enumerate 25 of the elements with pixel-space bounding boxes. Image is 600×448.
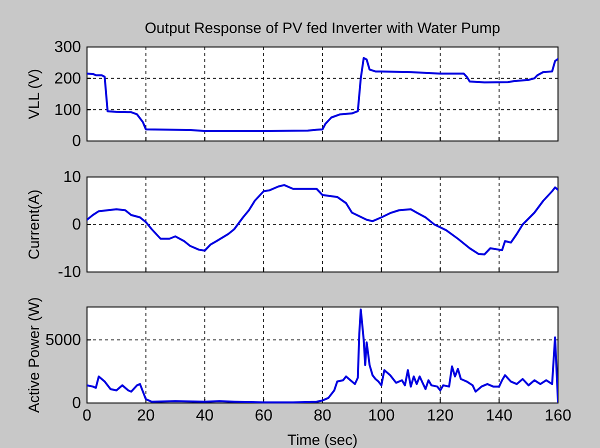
y-tick-label: 5000 xyxy=(45,332,82,349)
y-axis-title: Current(A) xyxy=(26,189,43,260)
x-tick-label: 120 xyxy=(426,407,454,424)
y-tick-label: -10 xyxy=(58,264,82,282)
line-series xyxy=(87,184,558,256)
x-tick-label: 60 xyxy=(254,407,273,424)
y-tick-label: 200 xyxy=(54,70,82,88)
x-tick-label: 80 xyxy=(314,407,332,424)
x-tick-label: 40 xyxy=(196,407,214,424)
y-tick-label: 100 xyxy=(54,102,82,119)
y-tick-label: 300 xyxy=(54,39,82,56)
x-tick-label: 140 xyxy=(486,407,513,424)
y-axis-title: Active Power (W) xyxy=(26,297,43,413)
line-series xyxy=(87,56,558,132)
y-tick-label: 0 xyxy=(72,395,82,412)
x-tick-label: 100 xyxy=(368,407,395,424)
x-tick-label: 20 xyxy=(136,407,155,424)
y-axis-title: VLL (V) xyxy=(26,68,43,120)
y-tick-label: 10 xyxy=(63,169,82,186)
chart-title: Output Response of PV fed Inverter with Water Pump xyxy=(144,20,500,37)
x-axis-title: Time (sec) xyxy=(287,432,358,448)
line-series xyxy=(87,308,558,404)
x-tick-label: 160 xyxy=(544,407,572,424)
y-tick-label: 0 xyxy=(72,133,82,150)
y-tick-label: 0 xyxy=(72,216,82,234)
